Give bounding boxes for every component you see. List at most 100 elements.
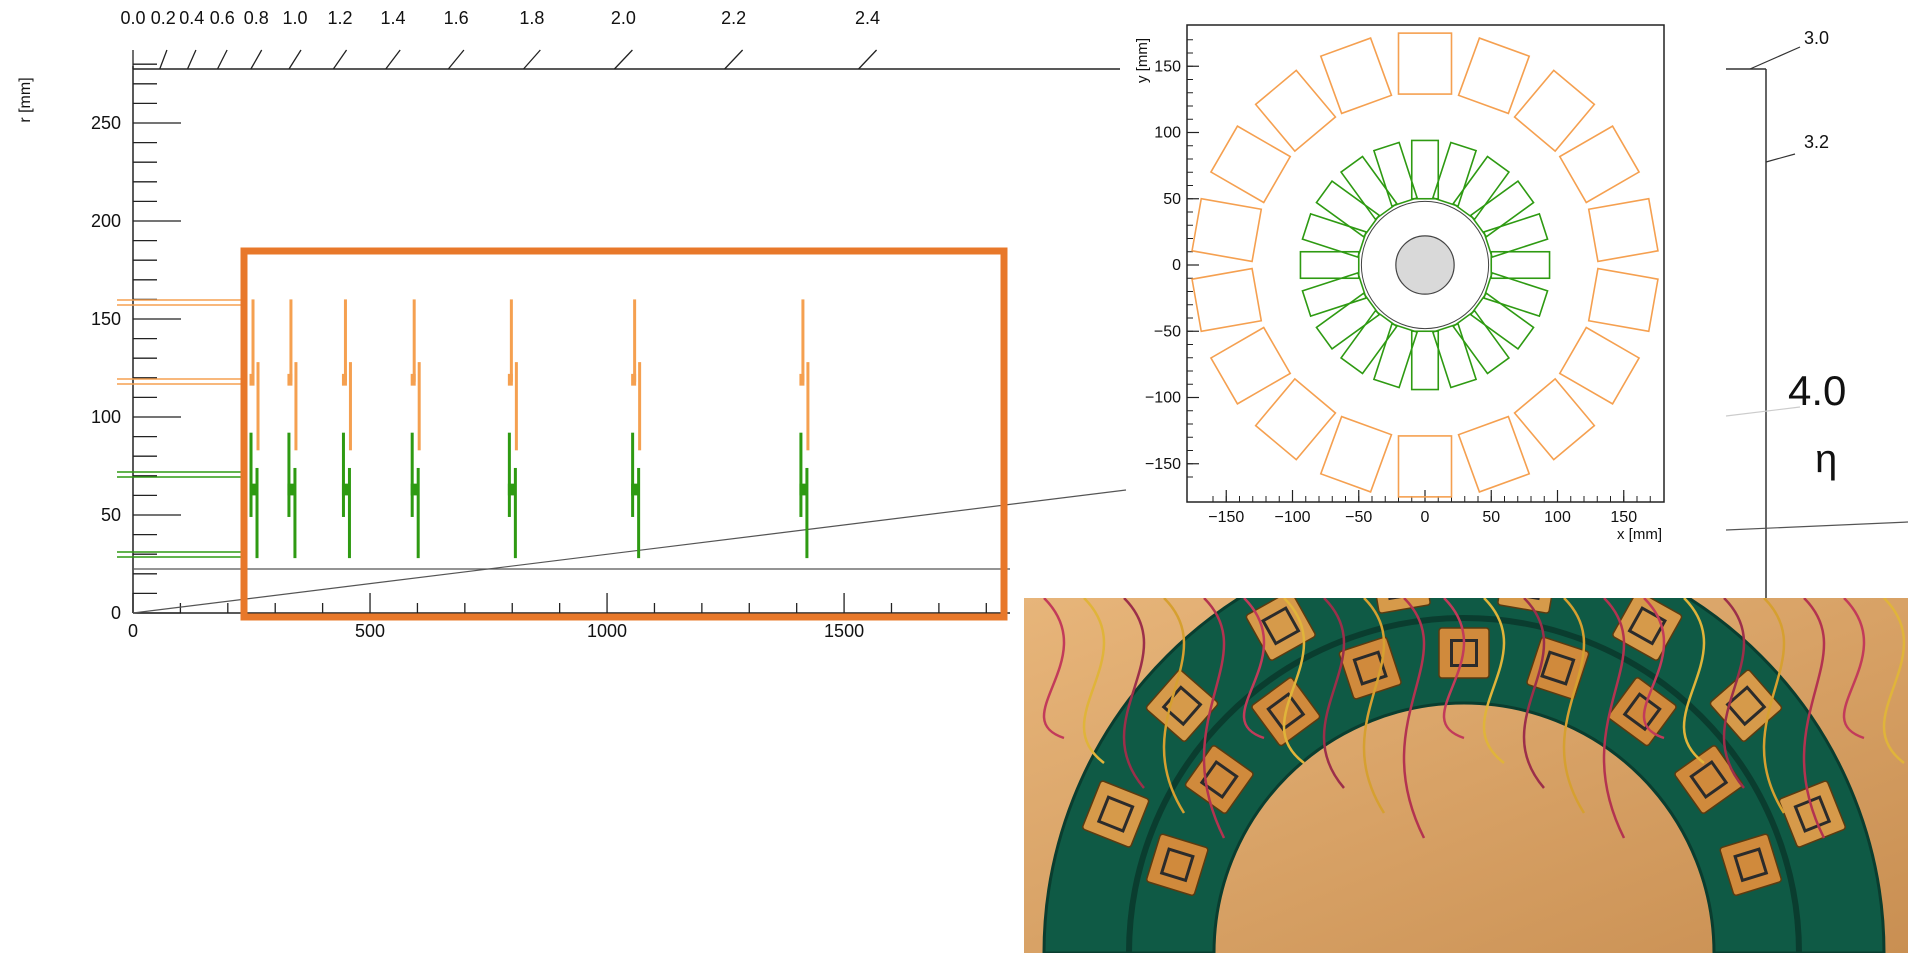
disk-station xyxy=(799,299,810,559)
inner-module xyxy=(1410,330,1440,391)
cable xyxy=(1802,598,1826,839)
z-tick-label: 0 xyxy=(128,621,138,641)
disk-station xyxy=(507,299,518,559)
inner-module xyxy=(1469,179,1535,238)
y-tick-label: −100 xyxy=(1145,390,1181,407)
x-tick-label: −150 xyxy=(1208,509,1244,526)
photo-module xyxy=(1146,833,1209,896)
eta-tick-label: 0.8 xyxy=(244,8,269,28)
z-tick-label: 500 xyxy=(355,621,385,641)
cable xyxy=(1522,598,1546,789)
eta-tick-3-2: 3.2 xyxy=(1804,132,1829,152)
cable xyxy=(1242,598,1266,740)
photo-module xyxy=(1370,598,1431,614)
y-tick-label: 100 xyxy=(1154,125,1181,142)
inner-module xyxy=(1452,309,1511,375)
outer-module xyxy=(1397,435,1453,498)
outer-module xyxy=(1319,415,1393,493)
x-tick-label: 150 xyxy=(1610,509,1637,526)
inner-boundary-circle xyxy=(1360,200,1490,330)
eta-tick-label: 0.2 xyxy=(151,8,176,28)
cable xyxy=(1322,598,1346,789)
disk-station xyxy=(287,299,298,559)
inner-module xyxy=(1372,141,1419,208)
eta-axis-ticks: 0.0 0.2 0.4 0.6 0.8 1.0 1.2 1.4 1.6 1.8 2.0 2.2 2.4 xyxy=(120,8,880,70)
inner-module xyxy=(1431,141,1478,208)
disk-station xyxy=(341,299,352,559)
cable xyxy=(1042,598,1066,740)
cable xyxy=(1282,598,1306,764)
r-axis-ticks: 0 50 100 150 200 250 xyxy=(91,63,181,623)
eta-tick-label: 2.0 xyxy=(611,8,636,28)
cable xyxy=(1762,598,1786,814)
eta-tick-label: 1.6 xyxy=(444,8,469,28)
inner-module xyxy=(1490,250,1551,280)
photo-module xyxy=(1497,598,1558,614)
r-tick-label: 200 xyxy=(91,211,121,231)
x-tick-label: −100 xyxy=(1274,509,1310,526)
y-tick-label: 0 xyxy=(1172,257,1181,274)
cable xyxy=(1202,598,1226,839)
eta-tick-label: 1.4 xyxy=(380,8,405,28)
r-tick-label: 50 xyxy=(101,505,121,525)
inner-module xyxy=(1452,155,1511,221)
cable xyxy=(1562,598,1586,814)
inner-module xyxy=(1301,212,1368,259)
r-tick-label: 150 xyxy=(91,309,121,329)
cable xyxy=(1882,598,1906,764)
eta-tick-label: 1.8 xyxy=(519,8,544,28)
eta-tick-label: 0.0 xyxy=(120,8,145,28)
cable xyxy=(1682,598,1706,764)
eta-tick-label: 2.4 xyxy=(855,8,880,28)
r-tick-label: 0 xyxy=(111,603,121,623)
eta-tick-label: 1.2 xyxy=(327,8,352,28)
inner-module xyxy=(1482,271,1549,318)
outer-module xyxy=(1558,326,1641,405)
eta-tick-label: 0.4 xyxy=(179,8,204,28)
y-tick-label: 50 xyxy=(1163,191,1181,208)
cable xyxy=(1122,598,1146,789)
outer-module xyxy=(1457,37,1531,115)
y-tick-label: −150 xyxy=(1145,456,1181,473)
eta-tick-label: 0.6 xyxy=(210,8,235,28)
cable xyxy=(1402,598,1426,839)
outer-module xyxy=(1457,415,1531,493)
x-tick-label: 50 xyxy=(1482,509,1500,526)
eta-tick-label: 1.0 xyxy=(282,8,307,28)
cable xyxy=(1642,598,1666,740)
inner-module xyxy=(1372,322,1419,389)
outer-module xyxy=(1209,125,1292,204)
z-tick-label: 1500 xyxy=(824,621,864,641)
inner-module xyxy=(1410,139,1440,200)
outer-module xyxy=(1587,267,1659,333)
outer-module xyxy=(1319,37,1393,115)
outer-module xyxy=(1254,377,1337,461)
acceptance-line xyxy=(132,489,1127,614)
inner-module xyxy=(1469,292,1535,351)
xy-x-label: x [mm] xyxy=(1617,526,1662,543)
inner-module xyxy=(1315,292,1381,351)
outer-module xyxy=(1254,69,1337,153)
disk-station xyxy=(631,299,642,559)
inner-module xyxy=(1315,179,1381,238)
outer-module xyxy=(1513,377,1596,461)
x-tick-label: 100 xyxy=(1544,509,1571,526)
disk-station xyxy=(410,299,421,559)
xy-y-label: y [mm] xyxy=(1134,38,1151,83)
inner-module xyxy=(1299,250,1360,280)
xy-modules xyxy=(1191,32,1659,498)
photo-module xyxy=(1778,780,1846,848)
cable xyxy=(1602,598,1626,839)
eta-symbol: η xyxy=(1815,437,1837,481)
xy-axis-ticks: −150 −100 −50 0 50 100 150 −150 −100 −50 0 50 100 150 xyxy=(1145,39,1651,526)
y-tick-label: −50 xyxy=(1154,323,1181,340)
inner-module xyxy=(1339,309,1398,375)
r-axis-label: r [mm] xyxy=(17,77,34,122)
inner-module xyxy=(1431,322,1478,389)
detector-half-disk-photo xyxy=(1024,598,1908,953)
outer-module xyxy=(1513,69,1596,153)
cable xyxy=(1442,598,1466,740)
cable xyxy=(1082,598,1106,764)
